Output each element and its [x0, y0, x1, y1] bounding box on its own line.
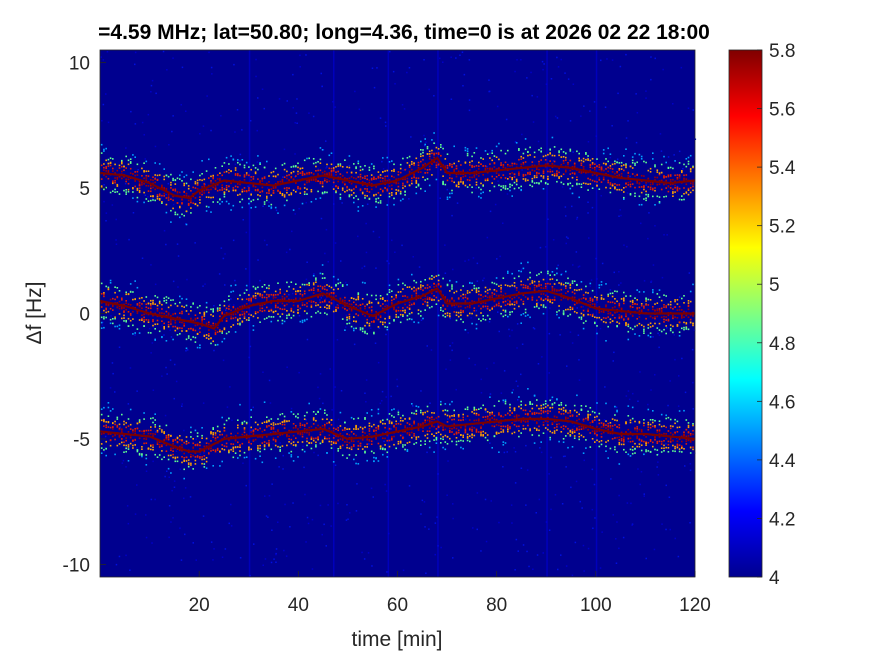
- x-tick-label: 100: [580, 595, 612, 616]
- y-axis: 10 5 0 -5 -10: [63, 54, 106, 576]
- y-tick-label: -5: [73, 430, 90, 451]
- colorbar-tick-label: 4.4: [769, 451, 796, 472]
- plot-area: [99, 49, 697, 578]
- colorbar-tick-label: 5: [769, 275, 780, 296]
- y-tick-label: -10: [63, 555, 90, 576]
- colorbar-tick-label: 5.6: [769, 100, 795, 121]
- y-tick-label: 5: [79, 179, 90, 200]
- series-trace-1: [99, 286, 695, 330]
- colorbar-ticks: 5.8 5.6 5.4 5.2 5 4.8 4.6 4.4 4.2 4: [757, 41, 796, 589]
- band-0: [99, 132, 696, 226]
- colorbar-tick-label: 5.8: [769, 41, 795, 62]
- band-2: [99, 388, 696, 480]
- y-tick-label: 10: [69, 54, 90, 75]
- colorbar: 5.8 5.6 5.4 5.2 5 4.8 4.6 4.4 4.2 4: [728, 41, 796, 589]
- x-tick-label: 40: [288, 595, 309, 616]
- band-1: [99, 261, 695, 350]
- x-axis: 20 40 60 80 100 120: [189, 571, 711, 616]
- signal-bands: [99, 132, 696, 480]
- streak-1: [333, 50, 335, 577]
- x-tick-label: 80: [486, 595, 507, 616]
- streak-5: [595, 50, 598, 577]
- colorbar-tick-label: 4.8: [769, 334, 795, 355]
- streak-2: [387, 50, 390, 577]
- colorbar-gradient: [728, 49, 763, 578]
- x-axis-label: time [min]: [351, 628, 442, 651]
- x-tick-label: 120: [679, 595, 711, 616]
- colorbar-tick-label: 4.6: [769, 392, 795, 413]
- y-axis-label: Δf [Hz]: [23, 281, 46, 344]
- series-trace-0: [99, 156, 696, 200]
- x-tick-label: 60: [387, 595, 408, 616]
- y-tick-label: 0: [79, 305, 90, 326]
- colorbar-tick-label: 4.2: [769, 509, 795, 530]
- x-tick-label: 20: [189, 595, 210, 616]
- streak-4: [546, 50, 548, 577]
- chart-title: =4.59 MHz; lat=50.80; long=4.36, time=0 …: [98, 21, 710, 44]
- colorbar-tick-label: 5.2: [769, 217, 795, 238]
- colorbar-tick-label: 5.4: [769, 158, 796, 179]
- series-trace-2: [99, 417, 696, 453]
- colorbar-tick-label: 4: [769, 568, 780, 589]
- streak-3: [437, 50, 439, 577]
